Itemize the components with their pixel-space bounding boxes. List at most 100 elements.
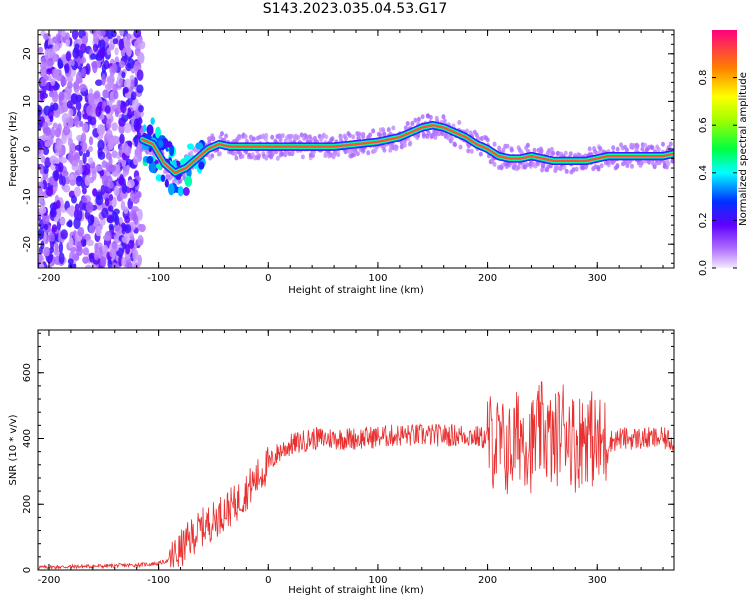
halo-blob bbox=[410, 121, 415, 127]
noise-blob bbox=[101, 73, 106, 86]
noise-blob bbox=[52, 44, 59, 52]
snr-y-label: SNR (10 * v/v) bbox=[8, 414, 19, 485]
halo-blob bbox=[635, 143, 640, 149]
noise-blob bbox=[136, 37, 143, 44]
noise-blob bbox=[105, 128, 113, 141]
halo-blob bbox=[378, 132, 383, 138]
noise-blob bbox=[77, 164, 83, 175]
halo-blob bbox=[290, 149, 295, 155]
noise-blob bbox=[114, 225, 123, 234]
noise-blob bbox=[57, 105, 65, 114]
noise-blob bbox=[45, 81, 52, 92]
colorbar-tick-label: 0.4 bbox=[698, 165, 709, 181]
noise-blob bbox=[39, 61, 47, 70]
halo-blob bbox=[466, 148, 471, 154]
noise-blob bbox=[126, 179, 135, 189]
snr-x-tick-label: -200 bbox=[38, 575, 61, 586]
noise-blob bbox=[107, 214, 114, 223]
halo-blob bbox=[666, 161, 671, 167]
noise-blob bbox=[105, 152, 112, 160]
noise-blob bbox=[121, 256, 126, 267]
noise-blob bbox=[88, 145, 94, 153]
noise-blob bbox=[95, 225, 102, 237]
halo-blob bbox=[643, 142, 648, 148]
halo-blob bbox=[332, 152, 337, 158]
noise-blob bbox=[50, 207, 57, 218]
halo-blob bbox=[564, 168, 569, 174]
halo-blob bbox=[492, 141, 497, 147]
snr-y-tick-label: 200 bbox=[22, 495, 33, 514]
halo-blob bbox=[382, 147, 387, 153]
noise-blob bbox=[40, 200, 46, 208]
noise-blob bbox=[92, 92, 100, 100]
noise-blob bbox=[42, 165, 49, 175]
noise-blob bbox=[66, 220, 73, 228]
halo-blob bbox=[441, 114, 446, 120]
halo-blob bbox=[426, 130, 431, 136]
noise-blob bbox=[57, 59, 64, 70]
halo-blob bbox=[509, 147, 514, 153]
noise-blob bbox=[88, 252, 96, 259]
snr-y-tick-label: 0 bbox=[22, 567, 33, 573]
noise-blob bbox=[137, 234, 144, 246]
scatter-blob bbox=[146, 156, 154, 164]
halo-blob bbox=[625, 163, 630, 169]
noise-blob bbox=[102, 234, 111, 241]
noise-blob bbox=[41, 213, 50, 225]
noise-blob bbox=[75, 71, 83, 84]
halo-blob bbox=[224, 133, 229, 139]
scatter-blob bbox=[148, 161, 157, 173]
noise-blob bbox=[84, 175, 91, 187]
noise-blob bbox=[68, 173, 75, 181]
halo-blob bbox=[216, 151, 221, 157]
spectrogram-x-tick-label: 100 bbox=[368, 273, 387, 284]
noise-blob bbox=[107, 164, 115, 172]
noise-blob bbox=[104, 197, 110, 207]
halo-blob bbox=[563, 150, 568, 156]
halo-blob bbox=[532, 147, 537, 153]
halo-blob bbox=[263, 136, 268, 142]
colorbar-label: Normalized spectral amplitude bbox=[738, 72, 749, 226]
noise-blob bbox=[124, 91, 133, 99]
noise-blob bbox=[114, 214, 120, 226]
halo-blob bbox=[355, 151, 360, 157]
halo-blob bbox=[145, 149, 150, 155]
noise-blob bbox=[112, 38, 119, 45]
noise-blob bbox=[55, 200, 61, 209]
noise-blob bbox=[76, 241, 82, 252]
halo-blob bbox=[361, 131, 366, 137]
halo-blob bbox=[243, 134, 248, 140]
scatter-blob bbox=[150, 117, 155, 125]
halo-blob bbox=[408, 140, 413, 146]
noise-blob bbox=[138, 104, 144, 113]
noise-blob bbox=[88, 96, 96, 107]
noise-blob bbox=[65, 37, 71, 47]
halo-blob bbox=[660, 141, 665, 147]
halo-blob bbox=[312, 135, 317, 141]
halo-blob bbox=[630, 144, 635, 150]
noise-blob bbox=[113, 90, 119, 100]
noise-blob bbox=[121, 183, 128, 194]
noise-blob bbox=[82, 238, 87, 247]
noise-blob bbox=[94, 242, 99, 253]
halo-blob bbox=[655, 144, 660, 150]
noise-blob bbox=[89, 116, 97, 126]
noise-blob bbox=[85, 149, 90, 158]
noise-blob bbox=[38, 227, 45, 240]
scatter-blob bbox=[167, 183, 175, 196]
colorbar bbox=[712, 30, 737, 268]
spectrogram-y-tick-label: 20 bbox=[22, 47, 33, 60]
scatter-blob bbox=[198, 161, 205, 170]
noise-blob bbox=[62, 170, 69, 177]
noise-blob bbox=[42, 146, 50, 156]
halo-blob bbox=[237, 135, 242, 141]
noise-blob bbox=[123, 122, 132, 134]
noise-blob bbox=[133, 30, 142, 38]
noise-blob bbox=[44, 140, 51, 148]
noise-blob bbox=[38, 46, 44, 54]
halo-blob bbox=[469, 148, 474, 154]
noise-blob bbox=[74, 144, 83, 151]
halo-blob bbox=[234, 155, 239, 161]
halo-blob bbox=[338, 135, 343, 141]
noise-blob bbox=[51, 224, 58, 233]
